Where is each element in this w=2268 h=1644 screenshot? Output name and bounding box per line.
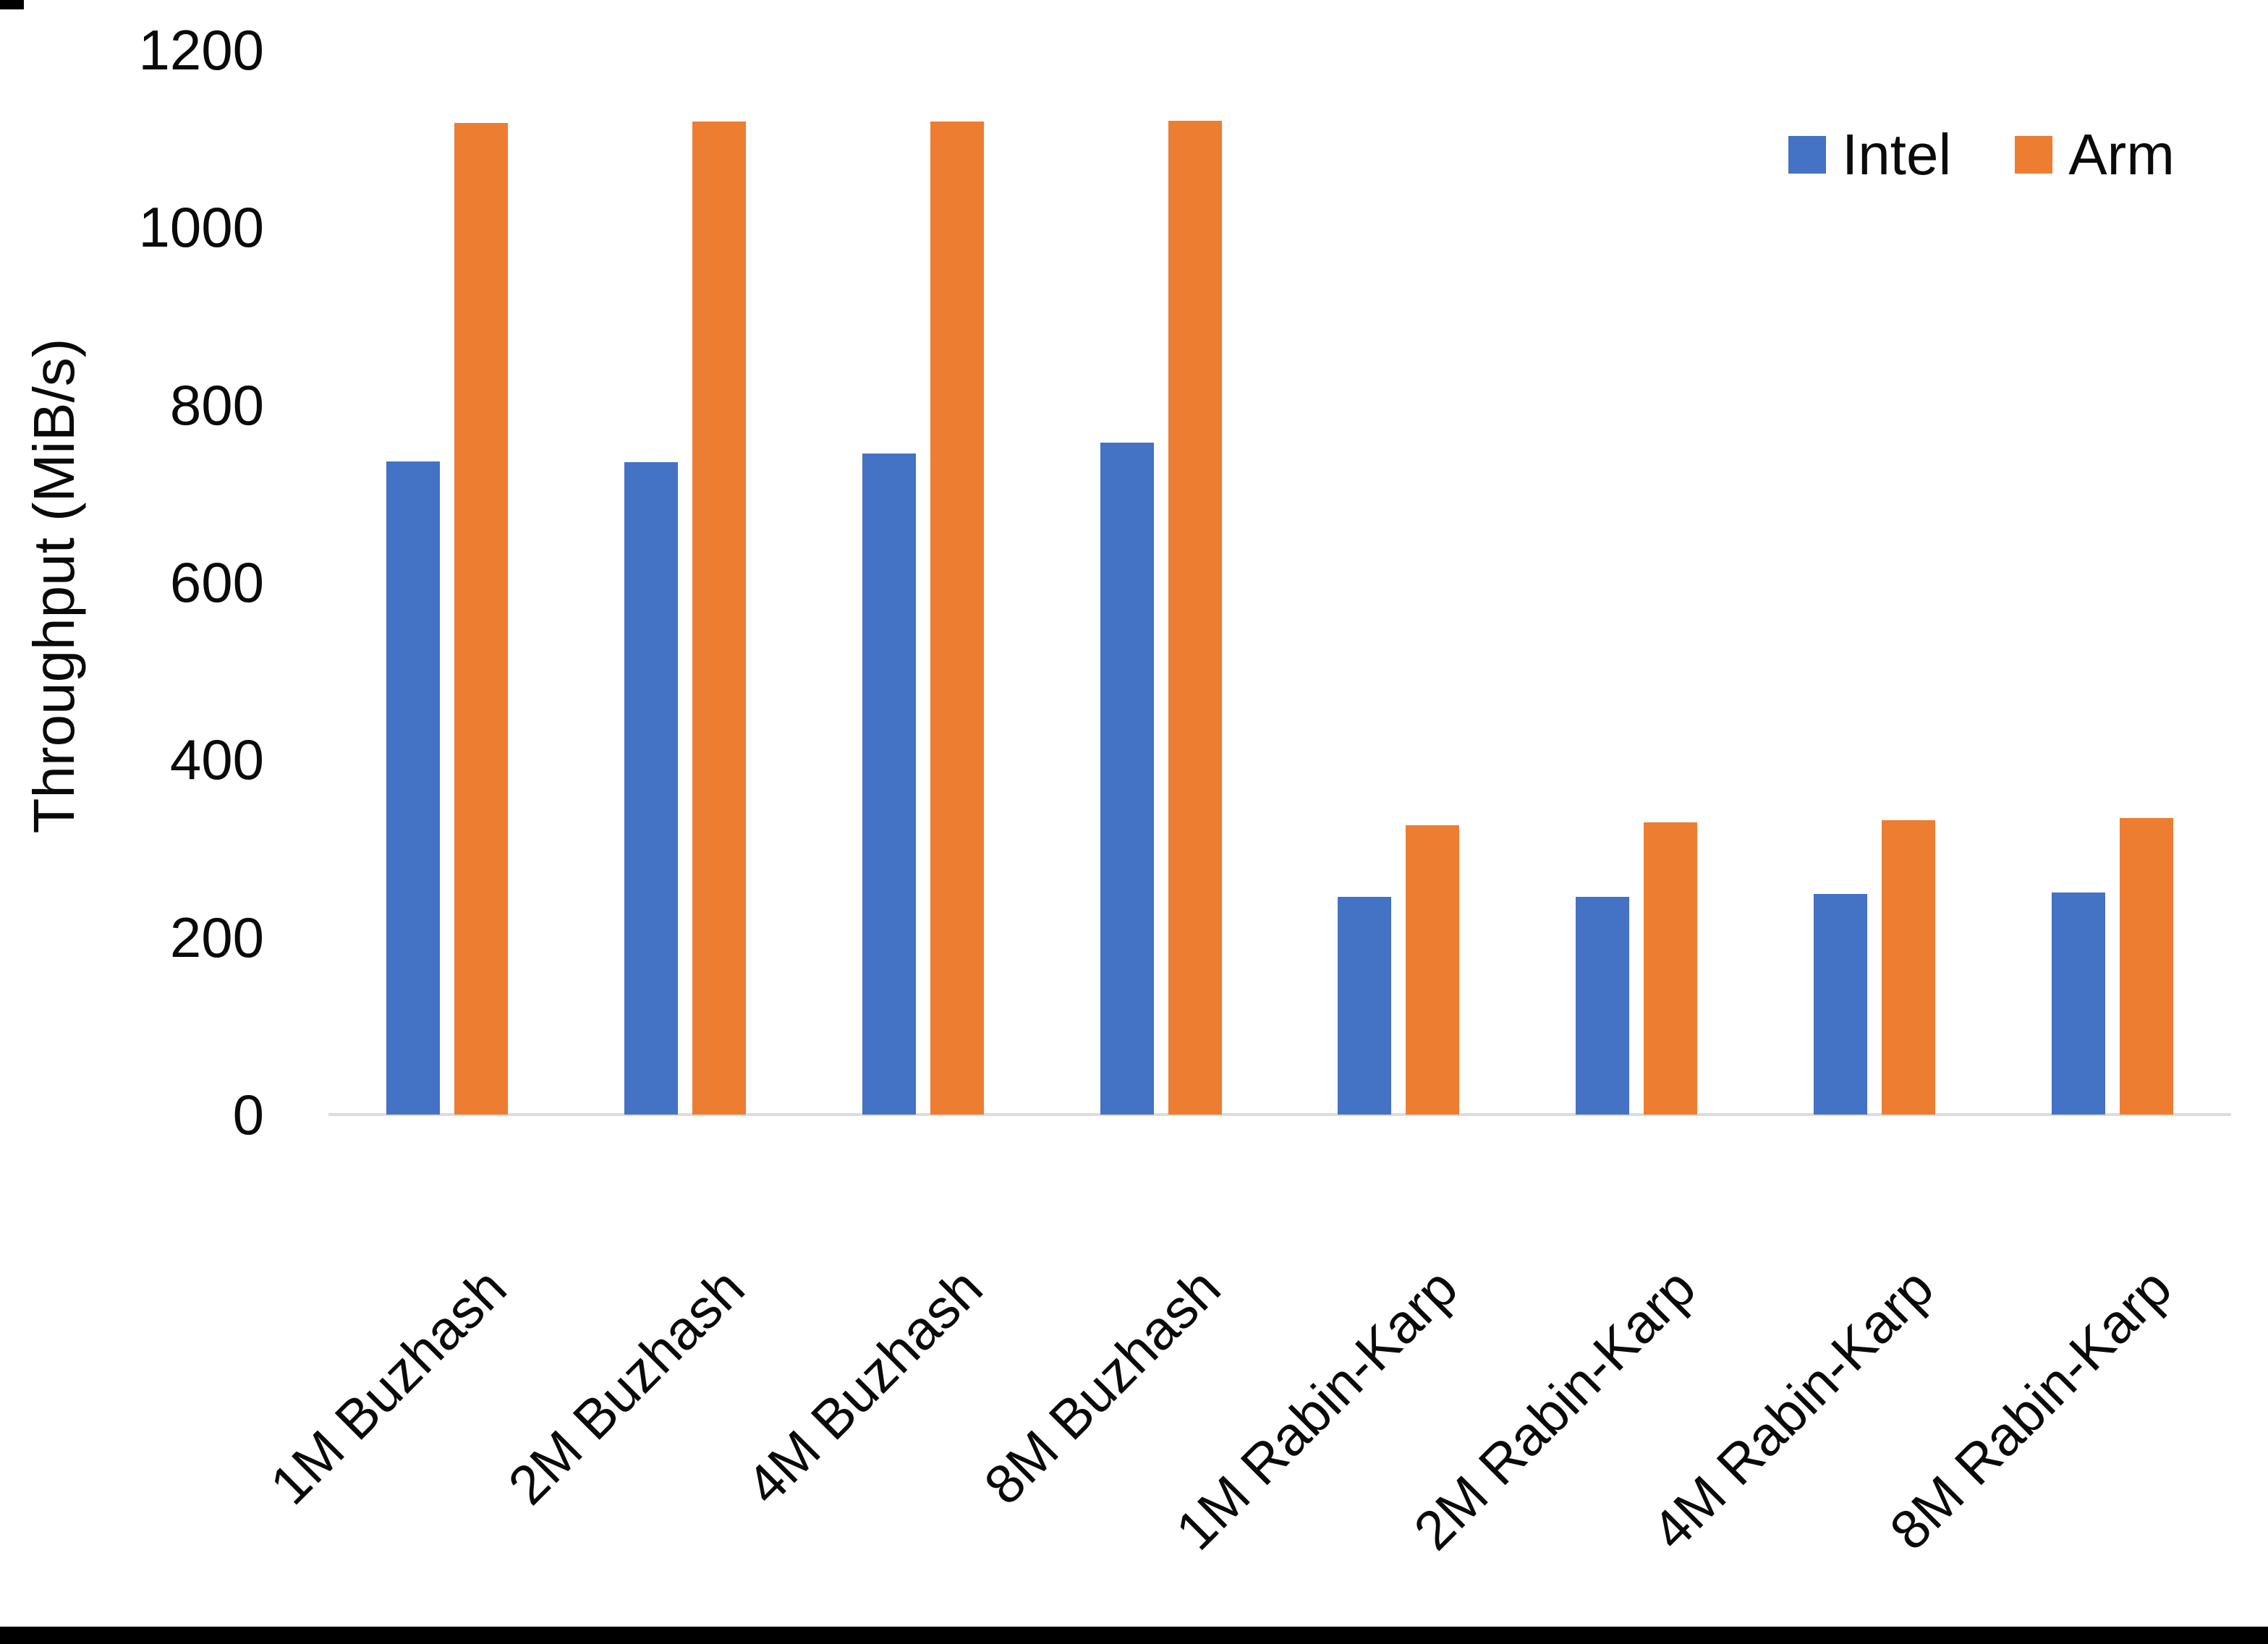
bar-intel-4m-rabin-karp [1814,894,1867,1115]
legend-label-arm: Arm [2068,122,2175,187]
x-label-2m-buzhash: 2M Buzhash [496,1256,756,1517]
legend-swatch-arm [2015,136,2053,174]
bar-intel-8m-buzhash [1100,443,1154,1115]
bar-intel-1m-rabin-karp [1338,897,1391,1115]
bar-intel-2m-rabin-karp [1576,897,1629,1115]
bar-arm-1m-rabin-karp [1406,825,1459,1115]
bar-intel-4m-buzhash [862,453,916,1115]
bar-arm-8m-rabin-karp [2120,818,2173,1115]
y-tick-1000: 1000 [138,195,264,259]
bar-intel-8m-rabin-karp [2052,893,2105,1115]
bar-arm-2m-rabin-karp [1644,822,1697,1115]
legend: Intel Arm [1788,124,2175,185]
y-tick-600: 600 [169,550,264,614]
x-label-4m-buzhash: 4M Buzhash [734,1256,994,1517]
bottom-edge-border [0,1627,2268,1644]
bar-intel-2m-buzhash [624,462,678,1115]
y-tick-200: 200 [169,906,264,969]
legend-swatch-intel [1788,136,1826,174]
y-tick-0: 0 [232,1083,264,1146]
bar-arm-2m-buzhash [692,122,746,1115]
bar-intel-1m-buzhash [386,461,440,1115]
bar-arm-4m-buzhash [930,122,984,1115]
y-tick-800: 800 [169,373,264,437]
x-label-1m-buzhash: 1M Buzhash [258,1256,518,1517]
x-label-8m-buzhash: 8M Buzhash [972,1256,1232,1517]
x-axis-line [328,1113,2231,1116]
legend-label-intel: Intel [1842,122,1952,187]
plot-area [328,50,2231,1116]
y-tick-1200: 1200 [138,18,264,82]
y-tick-400: 400 [169,728,264,791]
bar-arm-8m-buzhash [1168,121,1222,1115]
bar-arm-1m-buzhash [454,123,508,1115]
top-left-edge-artifact [0,0,24,9]
bar-arm-4m-rabin-karp [1882,820,1935,1115]
